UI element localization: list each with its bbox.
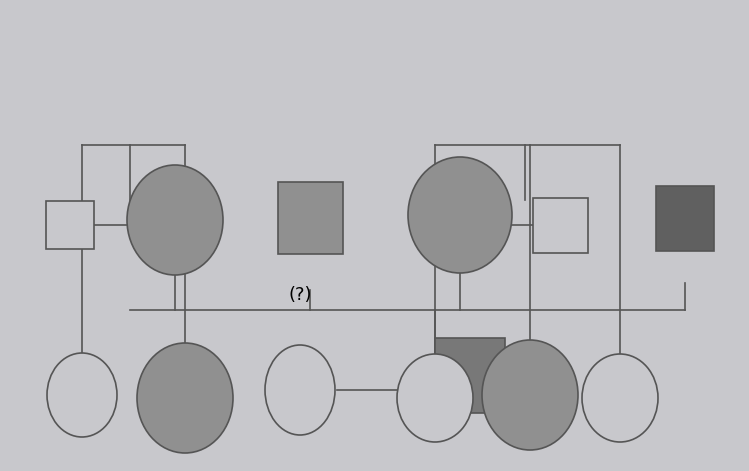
- Bar: [46, 201, 94, 249]
- Bar: [656, 186, 714, 251]
- Ellipse shape: [47, 353, 117, 437]
- Bar: [435, 338, 505, 413]
- Ellipse shape: [137, 343, 233, 453]
- Bar: [533, 197, 587, 252]
- Ellipse shape: [397, 354, 473, 442]
- Ellipse shape: [265, 345, 335, 435]
- Ellipse shape: [408, 157, 512, 273]
- Text: (?): (?): [288, 286, 312, 304]
- Bar: [277, 182, 342, 254]
- Ellipse shape: [482, 340, 578, 450]
- Ellipse shape: [582, 354, 658, 442]
- Ellipse shape: [127, 165, 223, 275]
